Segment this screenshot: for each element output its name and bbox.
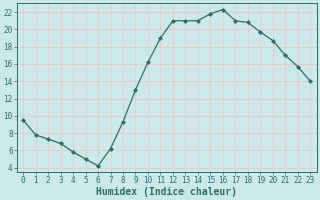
X-axis label: Humidex (Indice chaleur): Humidex (Indice chaleur) <box>96 186 237 197</box>
